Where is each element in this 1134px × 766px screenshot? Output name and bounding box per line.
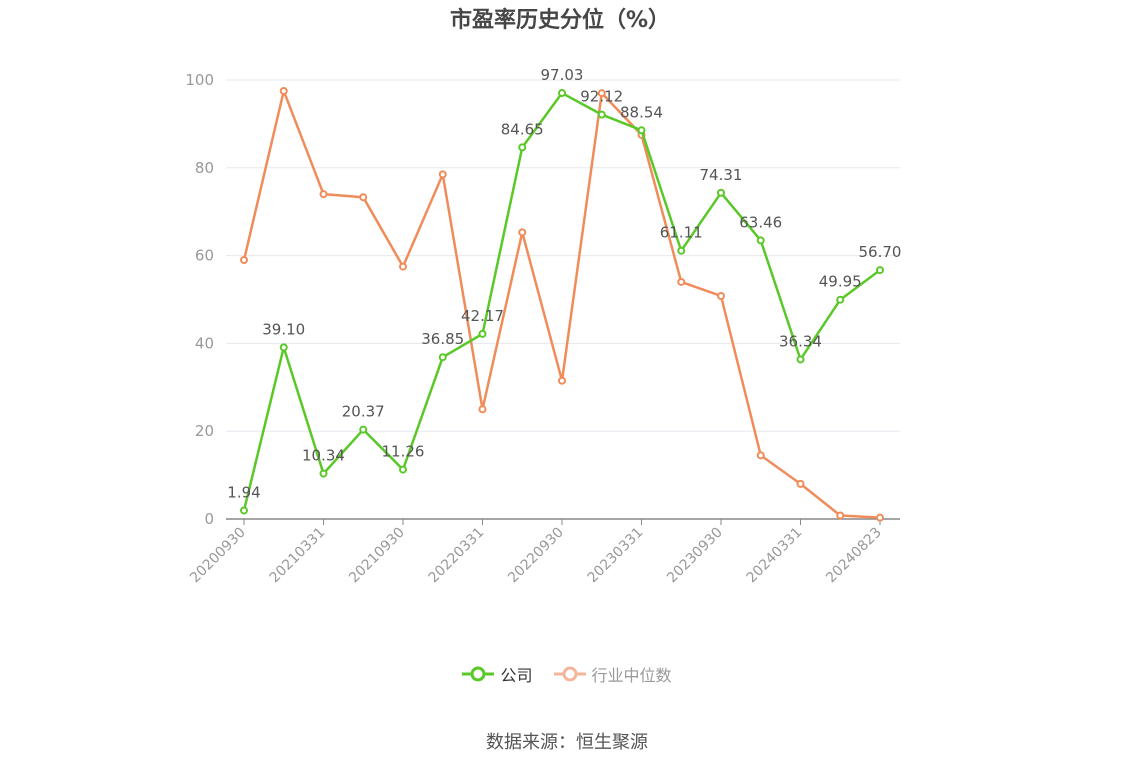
legend-marker	[562, 666, 578, 682]
x-tick-label: 20230930	[664, 525, 726, 587]
data-point-company	[558, 89, 566, 98]
legend-label-company: 公司	[500, 666, 533, 685]
data-point-industry-median	[240, 255, 248, 264]
legend-line-circle-icon	[462, 666, 495, 682]
data-point-industry-median	[478, 405, 487, 414]
data-point-industry-median	[597, 89, 606, 98]
data-label-company: 61.11	[660, 224, 703, 242]
y-tick-label: 40	[195, 334, 214, 352]
data-point-industry-median	[796, 479, 805, 488]
data-point-industry-median	[359, 193, 368, 202]
data-point-company	[359, 425, 368, 434]
y-tick-label: 100	[185, 71, 214, 89]
data-label-company: 74.31	[700, 166, 743, 184]
data-point-company	[478, 329, 487, 338]
data-point-company	[717, 188, 725, 197]
legend-label-industry-median: 行业中位数	[591, 666, 672, 685]
data-point-company	[756, 236, 765, 245]
x-tick-label: 20220930	[505, 525, 567, 587]
data-label-company: 36.34	[779, 332, 822, 350]
data-label-company: 11.26	[382, 443, 425, 461]
data-point-company	[796, 355, 805, 364]
data-point-company	[677, 246, 686, 255]
data-point-industry-median	[518, 228, 527, 237]
legend-marker	[470, 666, 486, 682]
data-point-industry-median	[876, 513, 884, 522]
data-point-company	[240, 506, 248, 515]
y-tick-label: 60	[195, 247, 214, 265]
legend-line-circle-icon	[553, 666, 586, 682]
y-tick-label: 20	[195, 422, 214, 440]
y-tick-label: 0	[204, 510, 214, 528]
x-tick-label: 20240823	[823, 525, 885, 587]
data-label-company: 56.70	[859, 243, 902, 261]
data-label-company: 1.94	[227, 483, 260, 501]
data-label-company: 20.37	[342, 403, 385, 421]
data-label-company: 84.65	[501, 120, 544, 138]
legend-item-industry-median[interactable]: 行业中位数	[553, 662, 672, 686]
data-point-industry-median	[279, 86, 288, 95]
x-tick-label: 20210930	[346, 525, 408, 587]
x-tick-label: 20230331	[585, 525, 647, 587]
data-labels: 1.94 39.10 10.34 20.37 11.26 36.85 42.17 84.65 9…	[227, 66, 901, 501]
grid-lines	[226, 79, 900, 432]
x-tick-label: 20240331	[744, 525, 806, 587]
series-layer	[240, 86, 884, 522]
x-tick-label: 20220331	[426, 525, 488, 587]
data-point-industry-median	[677, 277, 686, 286]
data-point-company	[518, 143, 527, 152]
data-point-industry-median	[756, 451, 765, 460]
x-tick-label: 20200930	[187, 525, 249, 587]
data-point-company	[876, 266, 884, 275]
data-point-company	[836, 295, 845, 304]
data-label-company: 92.12	[580, 88, 623, 106]
data-label-company: 39.10	[262, 320, 305, 338]
data-point-company	[597, 110, 606, 119]
data-point-company	[637, 126, 646, 135]
data-point-industry-median	[438, 170, 447, 179]
source-note: 数据来源：恒生聚源	[486, 732, 648, 753]
data-point-company	[319, 469, 328, 478]
data-label-company: 63.46	[739, 213, 782, 231]
data-label-company: 36.85	[421, 330, 464, 348]
data-label-company: 88.54	[620, 103, 663, 121]
data-point-industry-median	[836, 511, 845, 520]
chart-title: 市盈率历史分位（%）	[449, 8, 671, 33]
data-point-industry-median	[319, 190, 328, 199]
data-label-company: 42.17	[461, 307, 504, 325]
data-point-industry-median	[399, 262, 407, 271]
x-tick-label: 20210331	[267, 525, 329, 587]
data-point-industry-median	[717, 291, 725, 300]
y-tick-label: 80	[195, 159, 214, 177]
data-label-company: 10.34	[302, 447, 345, 465]
data-point-company	[438, 353, 447, 362]
data-label-company: 49.95	[819, 273, 862, 291]
legend: 公司 行业中位数	[0, 662, 1134, 687]
data-point-company	[399, 465, 407, 474]
legend-item-company[interactable]: 公司	[462, 662, 532, 686]
data-label-company: 97.03	[541, 66, 584, 84]
data-point-industry-median	[558, 376, 566, 385]
data-point-company	[279, 343, 288, 352]
